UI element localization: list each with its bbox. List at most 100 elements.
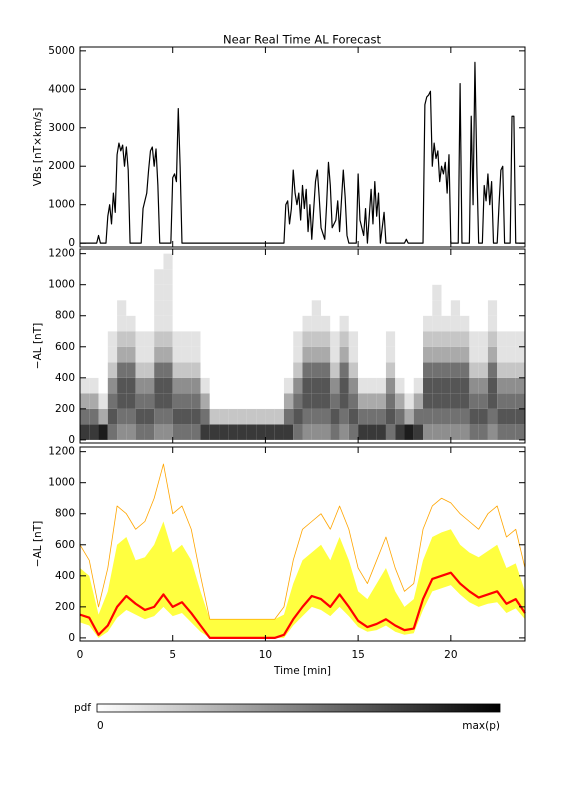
- heat-cell: [191, 377, 201, 394]
- heat-cell: [181, 315, 192, 332]
- heat-cell: [200, 377, 210, 394]
- heat-cell: [423, 362, 433, 378]
- heat-cell: [274, 393, 284, 409]
- heat-cell: [441, 253, 451, 270]
- heat-cell: [191, 253, 201, 270]
- heat-cell: [385, 269, 396, 285]
- heat-cell: [413, 362, 424, 378]
- heat-cell: [432, 362, 442, 378]
- heat-cell: [321, 253, 331, 270]
- heat-cell: [98, 331, 108, 347]
- heat-cell: [330, 300, 340, 316]
- heat-cell: [302, 408, 312, 425]
- heat-cell: [228, 424, 238, 440]
- heat-cell: [450, 346, 461, 363]
- heat-cell: [209, 331, 220, 347]
- heat-cell: [358, 377, 368, 394]
- heat-cell: [497, 377, 507, 394]
- heat-cell: [348, 315, 359, 332]
- heat-cell: [385, 346, 396, 363]
- heat-cell: [506, 331, 516, 347]
- heat-cell: [98, 362, 108, 378]
- heat-cell: [283, 253, 294, 270]
- heat-cell: [209, 362, 220, 378]
- heat-cell: [228, 408, 238, 425]
- heat-cell: [385, 377, 396, 394]
- heat-cell: [228, 362, 238, 378]
- heat-cell: [117, 253, 127, 270]
- heat-cell: [154, 331, 164, 347]
- heat-cell: [330, 253, 340, 270]
- heat-cell: [237, 424, 247, 440]
- heat-cell: [107, 393, 118, 409]
- heat-cell: [265, 346, 275, 363]
- heat-cell: [89, 346, 99, 363]
- heat-cell: [256, 408, 266, 425]
- heat-cell: [515, 362, 525, 378]
- heat-cell: [469, 424, 479, 440]
- heat-cell: [469, 315, 479, 332]
- heat-cell: [432, 253, 442, 270]
- heat-cell: [395, 315, 405, 332]
- heat-cell: [348, 362, 359, 378]
- heat-cell: [432, 331, 442, 347]
- x-tick-label: 15: [351, 649, 364, 661]
- heat-cell: [348, 300, 359, 316]
- heat-cell: [126, 331, 136, 347]
- heat-cell: [487, 331, 498, 347]
- heat-cell: [256, 315, 266, 332]
- heat-cell: [107, 424, 118, 440]
- heat-cell: [191, 393, 201, 409]
- heat-cell: [181, 253, 192, 270]
- heat-cell: [460, 377, 470, 394]
- heat-cell: [302, 284, 312, 301]
- heat-cell: [98, 393, 108, 409]
- heat-cell: [154, 269, 164, 285]
- heat-cell: [376, 408, 386, 425]
- heat-cell: [80, 253, 90, 270]
- heat-cell: [367, 315, 377, 332]
- heat-cell: [163, 284, 173, 301]
- heat-cell: [256, 331, 266, 347]
- heat-cell: [80, 315, 90, 332]
- heat-cell: [135, 300, 145, 316]
- heat-cell: [135, 362, 145, 378]
- heat-cell: [339, 393, 349, 409]
- heat-cell: [413, 393, 424, 409]
- heat-cell: [98, 300, 108, 316]
- heat-cell: [107, 284, 118, 301]
- heat-cell: [237, 253, 247, 270]
- y-tick-label: 400: [55, 372, 75, 384]
- heat-cell: [293, 269, 303, 285]
- heat-cell: [515, 315, 525, 332]
- heat-cell: [311, 269, 322, 285]
- heat-cell: [469, 253, 479, 270]
- heat-cell: [367, 377, 377, 394]
- heat-cell: [237, 331, 247, 347]
- heat-cell: [154, 284, 164, 301]
- heat-cell: [413, 424, 424, 440]
- heat-cell: [126, 408, 136, 425]
- heat-cell: [117, 362, 127, 378]
- heat-cell: [117, 377, 127, 394]
- heat-cell: [487, 424, 498, 440]
- heat-cell: [80, 331, 90, 347]
- heat-cell: [219, 377, 229, 394]
- heat-cell: [385, 393, 396, 409]
- heat-cell: [469, 408, 479, 425]
- heat-cell: [330, 331, 340, 347]
- heat-cell: [423, 424, 433, 440]
- heat-cell: [385, 253, 396, 270]
- heat-cell: [385, 284, 396, 301]
- heat-cell: [144, 269, 155, 285]
- heat-cell: [506, 377, 516, 394]
- heat-cell: [385, 331, 396, 347]
- heat-cell: [478, 284, 488, 301]
- heat-cell: [450, 377, 461, 394]
- heat-cell: [144, 377, 155, 394]
- heat-cell: [283, 346, 294, 363]
- heat-cell: [367, 408, 377, 425]
- heat-cell: [200, 315, 210, 332]
- heat-cell: [283, 315, 294, 332]
- heat-cell: [135, 284, 145, 301]
